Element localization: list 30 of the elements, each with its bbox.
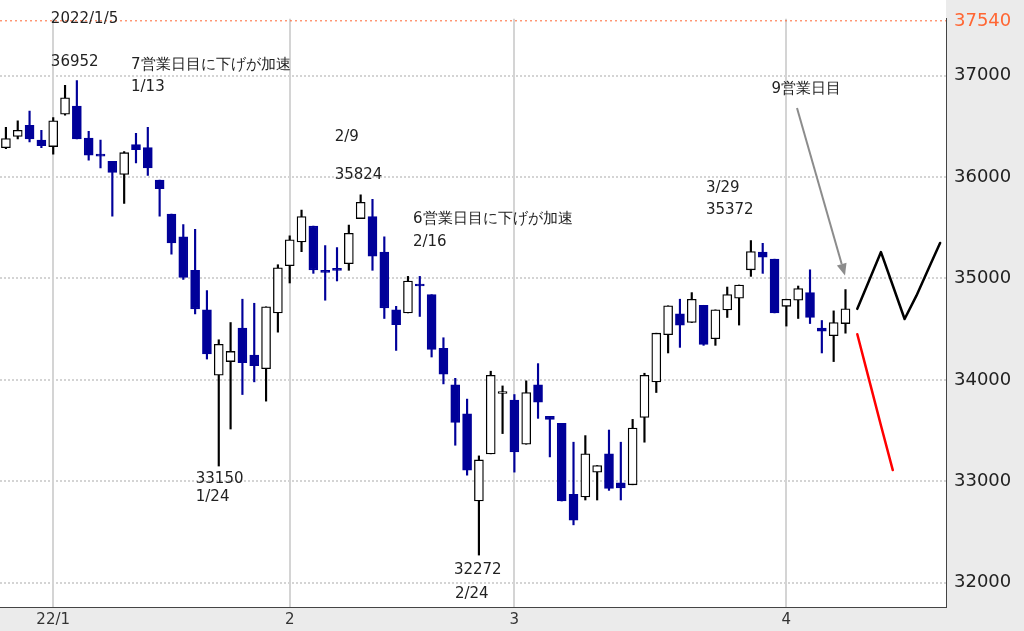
- y-tick-label: 37000: [954, 63, 1012, 85]
- y-tick-label: 34000: [954, 367, 1012, 389]
- annotation: 1/13: [130, 77, 165, 96]
- annotation: 2/16: [412, 232, 447, 251]
- annotation: 32272: [453, 560, 502, 579]
- annotation: 3/29: [705, 178, 740, 197]
- annotation: 1/24: [195, 487, 230, 506]
- annotation: 2022/1/5: [50, 9, 119, 28]
- x-tick-label: 4: [781, 609, 792, 628]
- annotation: 2/24: [454, 584, 489, 603]
- candlestick: [95, 139, 106, 169]
- annotation: 35372: [705, 200, 754, 219]
- annotation: 7営業日目に下げが加速: [130, 55, 291, 74]
- x-tick-label: 3: [509, 609, 520, 628]
- candlestick: [568, 441, 579, 526]
- y-tick-label: 36000: [954, 164, 1012, 186]
- annotation: 35824: [334, 165, 383, 184]
- ref-line-label: 37540: [954, 8, 1012, 30]
- y-tick-label: 35000: [954, 266, 1012, 288]
- candlestick: [497, 385, 508, 434]
- x-tick-label: 2: [284, 609, 295, 628]
- annotation: 36952: [50, 51, 99, 70]
- y-tick-label: 32000: [954, 570, 1012, 592]
- annotation: 33150: [195, 469, 244, 488]
- y-tick-label: 33000: [954, 468, 1012, 490]
- annotation: 6営業日目に下げが加速: [412, 209, 573, 228]
- candlestick: [840, 289, 851, 334]
- annotation: 2/9: [334, 127, 359, 146]
- x-tick-label: 22/1: [36, 609, 71, 628]
- annotation: 9営業日目: [771, 79, 842, 98]
